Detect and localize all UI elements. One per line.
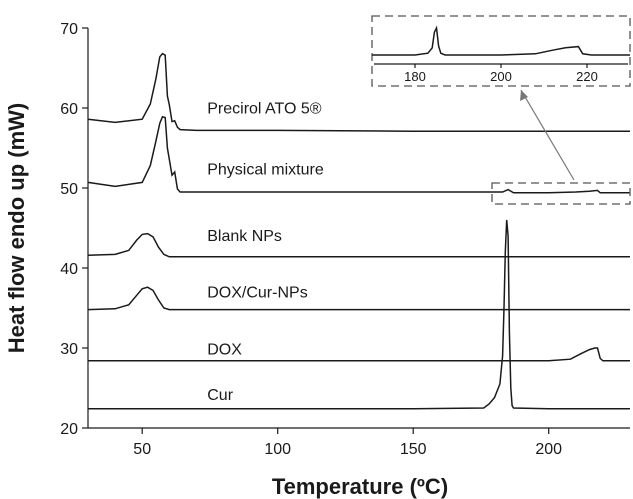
x-axis-title: Temperature (ºC) (272, 474, 448, 499)
y-axis-title: Heat flow endo up (mW) (4, 103, 29, 354)
y-tick-label: 40 (60, 261, 78, 278)
series-line (87, 232, 630, 258)
zoom-arrow (520, 89, 575, 181)
series-line (88, 347, 630, 362)
inset-line (372, 25, 630, 56)
series-label: DOX/Cur-NPs (207, 285, 307, 302)
zoom-region-box (491, 182, 631, 205)
inset-plot: 180 200 220 (371, 15, 631, 87)
inset-frame (371, 15, 631, 87)
series-line (87, 52, 630, 132)
series-label: Blank NPs (207, 228, 282, 245)
x-tick-label: 50 (133, 441, 151, 458)
x-tick-label: 100 (264, 441, 291, 458)
series-line (87, 115, 630, 194)
zoom-arrow-head (520, 90, 528, 101)
inset-x-tick-label: 200 (490, 69, 512, 84)
series-label: Cur (207, 387, 233, 404)
y-tick-label: 30 (60, 341, 78, 358)
inset-x-tick-label: 180 (404, 69, 426, 84)
curves: Precirol ATO 5® Physical mixture Blank NPs… (87, 52, 631, 410)
x-tick-label: 150 (400, 441, 427, 458)
inset-x-tick-label: 220 (576, 69, 598, 84)
series-label: Precirol ATO 5® (207, 101, 322, 118)
x-tick-label: 200 (535, 441, 562, 458)
series-label: Physical mixture (207, 161, 324, 178)
y-tick-label: 20 (60, 421, 78, 438)
y-tick-label: 70 (60, 21, 78, 38)
series-line (87, 286, 630, 311)
series-line (88, 219, 630, 410)
y-tick-label: 60 (60, 101, 78, 118)
y-tick-label: 50 (60, 181, 78, 198)
axes: 20 30 40 50 60 70 50 100 150 200 (60, 21, 630, 458)
series-label: DOX (207, 341, 242, 358)
